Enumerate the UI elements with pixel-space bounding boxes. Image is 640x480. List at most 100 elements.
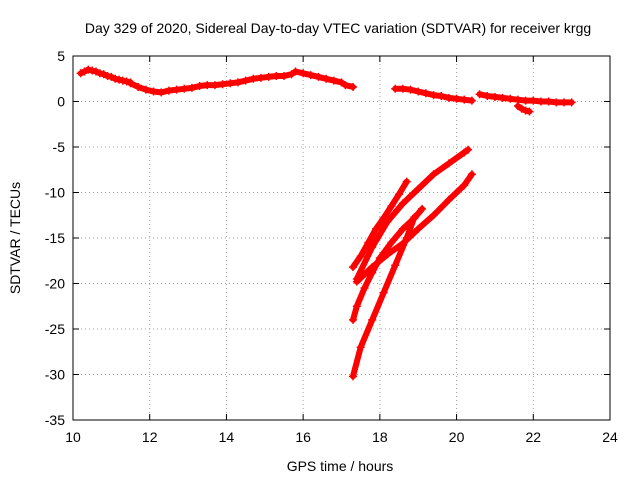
data-point [356,343,365,352]
data-point [375,254,384,263]
data-point [444,159,453,168]
data-point [256,73,265,82]
data-point [360,284,369,293]
data-point [429,91,438,100]
data-point [249,74,258,83]
data-point [272,72,281,81]
data-point [387,202,396,211]
data-point [398,199,407,208]
data-point [529,96,538,105]
data-point [444,93,453,102]
data-point [84,65,93,74]
data-point [103,72,112,81]
data-point [264,72,273,81]
data-point [429,170,438,179]
data-point [418,204,427,213]
data-point [349,372,358,381]
data-point [402,234,411,242]
data-point [349,315,358,324]
data-point [322,74,331,83]
data-point [517,104,526,113]
data-point [536,97,545,106]
data-point [452,94,461,103]
data-point [218,80,227,89]
x-tick-label: 20 [449,429,465,445]
data-point [80,67,89,76]
x-tick-label: 24 [602,429,618,445]
data-point [368,243,377,252]
y-tick-label: -30 [45,367,65,383]
data-point [279,72,288,81]
data-point [521,106,530,115]
y-tick-label: -20 [45,276,65,292]
data-point [387,238,396,247]
data-point [126,79,135,88]
data-point [559,98,568,107]
data-point [134,82,143,91]
data-point [118,76,127,85]
data-point [172,85,181,94]
data-point [341,81,350,90]
data-point [444,195,453,204]
data-point [306,71,315,80]
data-point [544,97,553,106]
data-point [467,170,476,179]
data-point [429,211,438,220]
data-point [88,66,97,75]
data-point [356,252,365,261]
data-point [95,69,104,78]
data-point [395,190,404,199]
data-point [187,83,196,92]
data-point [372,224,381,233]
y-tick-label: 5 [57,48,65,64]
x-tick-labels: 10 12 14 16 18 20 22 24 [65,429,618,445]
y-tick-labels: -35 -30 -25 -20 -15 -10 -5 0 5 [45,48,65,428]
data-point [379,213,388,222]
data-point [475,90,484,99]
data-point [525,107,534,116]
data-point [490,92,499,101]
x-tick-label: 12 [142,429,158,445]
data-point [329,76,338,85]
data-point [391,84,400,93]
data-point [467,96,476,105]
data-point [314,72,323,81]
data-point [349,263,358,272]
x-tick-label: 10 [65,429,81,445]
x-axis-label: GPS time / hours [287,458,394,474]
data-point [414,224,423,233]
y-tick-label: 0 [57,94,65,110]
series-band-arc-1 [350,178,410,271]
data-point [141,85,150,94]
data-point [437,92,446,101]
data-point [364,238,373,247]
data-point [241,76,250,85]
data-point [383,217,392,226]
data-point [157,88,166,97]
y-axis-label: SDTVAR / TECUs [7,182,23,294]
data-point [76,69,85,78]
data-point [464,145,473,154]
data-point [99,70,108,79]
data-point [460,95,469,104]
data-point [368,315,377,324]
data-point [483,92,492,101]
data-point [368,268,377,277]
x-tick-label: 18 [372,429,388,445]
data-point [521,96,530,105]
plot-frame [72,55,611,421]
data-point [352,302,361,311]
data-marks [76,65,576,381]
data-point [414,87,423,96]
data-point [164,86,173,95]
x-tick-label: 14 [219,429,235,445]
data-point [233,78,242,87]
data-point [291,67,300,76]
data-point [92,67,101,76]
data-point [210,81,219,90]
data-point [107,72,116,81]
data-point [406,85,415,94]
data-point [567,98,576,107]
x-tick-label: 22 [525,429,541,445]
